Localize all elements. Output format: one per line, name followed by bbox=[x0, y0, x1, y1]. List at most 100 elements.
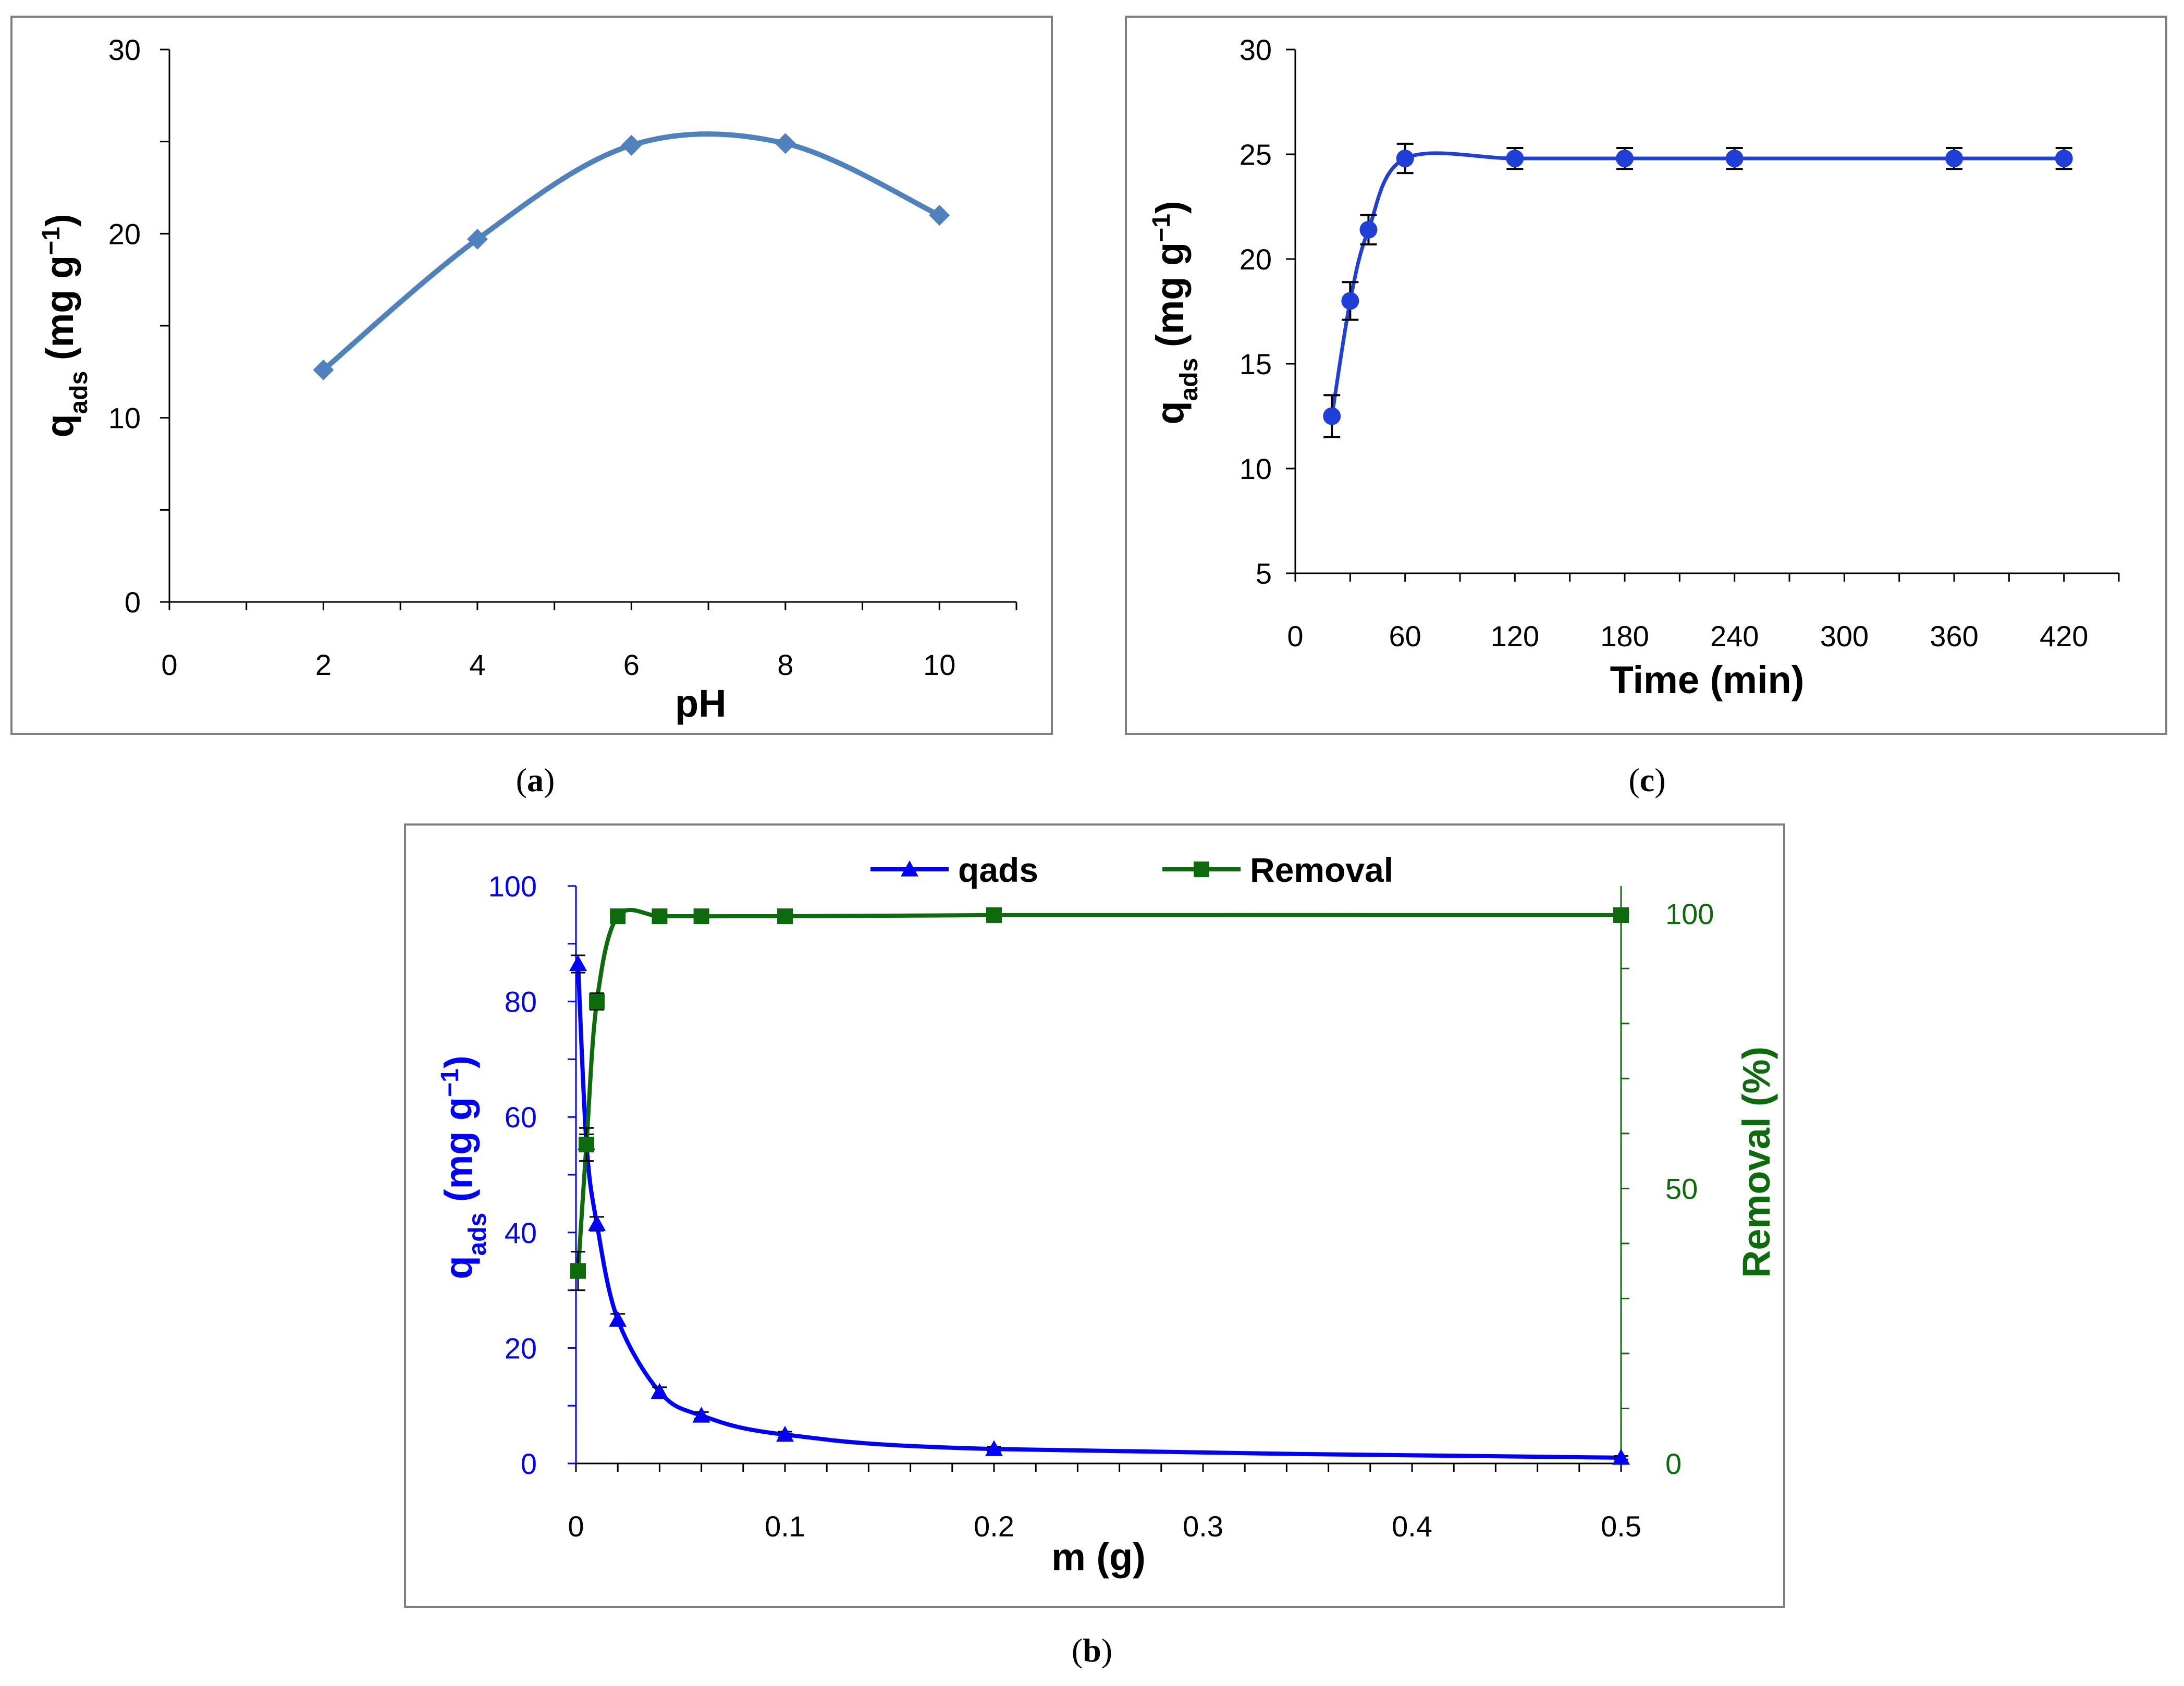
c-x-tick-label: 360 bbox=[1930, 620, 1978, 653]
b-legend-marker-removal bbox=[1194, 862, 1209, 877]
a-data-point bbox=[313, 359, 334, 380]
c-data-point bbox=[1506, 150, 1524, 168]
b-x-tick-label: 0.2 bbox=[974, 1510, 1014, 1543]
b-y2-tick-label: 100 bbox=[1665, 897, 1714, 930]
b-x-axis-title: m (g) bbox=[1051, 1535, 1146, 1579]
c-data-point bbox=[2055, 150, 2073, 168]
b-y2-tick-label: 50 bbox=[1665, 1172, 1698, 1205]
a-y-title-sup: −1 bbox=[38, 227, 65, 255]
c-y-axis-title: qads (mg g−1) bbox=[1148, 201, 1203, 424]
b-x-tick-label: 0.4 bbox=[1392, 1510, 1432, 1543]
panel-b-frame bbox=[404, 823, 1785, 1608]
c-x-tick-label: 0 bbox=[1287, 620, 1303, 653]
b-series-line-qads bbox=[576, 964, 1622, 1460]
c-x-tick-label: 60 bbox=[1389, 620, 1421, 653]
c-y-title-sup: −1 bbox=[1148, 214, 1175, 242]
a-x-tick-label: 0 bbox=[161, 648, 177, 681]
a-series-line bbox=[321, 131, 942, 373]
c-y-title-unit: (mg g bbox=[1148, 242, 1192, 358]
c-x-tick-label: 420 bbox=[2040, 620, 2088, 653]
b-legend: qads Removal bbox=[870, 851, 1393, 889]
c-x-tick-label: 180 bbox=[1600, 620, 1649, 653]
chart-b: 0 20 40 60 80 100 0 50 100 0 0.1 0.2 0.3 0.4 0.5 m (g) q… bbox=[436, 851, 1778, 1579]
c-x-tick-label: 240 bbox=[1710, 620, 1759, 653]
b-y2-axis-title: Removal (%) bbox=[1735, 1047, 1778, 1278]
b-y-tick-label: 60 bbox=[505, 1101, 537, 1134]
c-data-point bbox=[1396, 150, 1414, 168]
b-data-point-removal bbox=[579, 1136, 595, 1152]
b-y-tick-label: 0 bbox=[521, 1447, 537, 1480]
a-x-axis-title: pH bbox=[675, 682, 727, 725]
b-y-title-close: ) bbox=[437, 1055, 480, 1068]
c-x-tick-label: 300 bbox=[1820, 620, 1869, 653]
b-y-title-main: q bbox=[437, 1256, 480, 1279]
c-y-tick-label: 10 bbox=[1240, 452, 1272, 485]
b-legend-marker-qads bbox=[901, 860, 918, 877]
b-legend-label-removal: Removal bbox=[1250, 851, 1393, 889]
a-y-tick-label: 0 bbox=[125, 586, 141, 619]
c-data-point bbox=[1341, 292, 1359, 310]
caption-b: (b) bbox=[1071, 1632, 1113, 1669]
b-data-point-qads bbox=[985, 1440, 1003, 1456]
c-y-tick-label: 20 bbox=[1240, 243, 1272, 276]
a-y-title-unit: (mg g bbox=[38, 255, 81, 371]
a-y-title-main: q bbox=[38, 414, 81, 437]
a-x-tick-label: 4 bbox=[469, 648, 485, 681]
b-data-point-qads bbox=[588, 1215, 606, 1231]
b-data-point-removal bbox=[986, 907, 1002, 923]
a-data-point bbox=[467, 228, 488, 250]
c-x-axis-title: Time (min) bbox=[1610, 658, 1805, 702]
b-x-tick-label: 0.5 bbox=[1601, 1510, 1641, 1543]
b-data-point-removal bbox=[652, 908, 668, 925]
b-data-point-qads bbox=[651, 1383, 669, 1399]
c-y-title-close: ) bbox=[1148, 201, 1192, 214]
chart-a: 0 10 20 30 0 2 4 6 8 10 pH qads (mg g−1) bbox=[38, 33, 1017, 725]
b-series-line-removal bbox=[576, 907, 1622, 1271]
b-y-title-sup: −1 bbox=[436, 1068, 464, 1097]
caption-c: (c) bbox=[1628, 761, 1666, 798]
c-data-point bbox=[1323, 407, 1341, 425]
a-y-tick-label: 20 bbox=[108, 217, 141, 250]
b-data-point-removal bbox=[777, 908, 793, 925]
a-data-point bbox=[775, 133, 796, 154]
c-data-point bbox=[1616, 150, 1634, 168]
c-y-title-sub: ads bbox=[1175, 358, 1203, 401]
b-y-tick-label: 20 bbox=[505, 1332, 537, 1364]
b-y-tick-label: 40 bbox=[505, 1216, 537, 1249]
c-x-tick-label: 120 bbox=[1491, 620, 1539, 653]
a-y-axis-title: qads (mg g−1) bbox=[38, 214, 93, 437]
c-data-point bbox=[1359, 220, 1378, 239]
b-data-point-qads bbox=[692, 1407, 710, 1423]
b-data-point-removal bbox=[589, 993, 605, 1010]
b-y-tick-label: 80 bbox=[505, 986, 537, 1018]
c-data-point bbox=[1725, 150, 1744, 168]
a-x-tick-label: 2 bbox=[315, 648, 332, 681]
c-y-tick-label: 5 bbox=[1256, 557, 1272, 590]
b-data-point-qads bbox=[1612, 1448, 1630, 1465]
b-y2-tick-label: 0 bbox=[1665, 1447, 1682, 1480]
c-data-point bbox=[1945, 150, 1963, 168]
c-series-line bbox=[1330, 151, 2064, 417]
b-x-tick-label: 0 bbox=[568, 1510, 584, 1543]
b-data-point-removal bbox=[693, 908, 709, 925]
panel-a-frame bbox=[10, 16, 1053, 735]
a-y-tick-label: 30 bbox=[108, 33, 141, 66]
b-data-point-qads bbox=[609, 1311, 627, 1327]
a-y-title-close: ) bbox=[38, 214, 81, 227]
b-x-tick-label: 0.3 bbox=[1183, 1510, 1223, 1543]
panel-c-frame bbox=[1125, 16, 2167, 735]
b-y-title-unit: (mg g bbox=[437, 1097, 480, 1213]
b-y-title-sub: ads bbox=[464, 1213, 492, 1256]
c-y-tick-label: 25 bbox=[1240, 138, 1272, 171]
b-data-point-removal bbox=[610, 908, 626, 925]
a-x-tick-label: 6 bbox=[623, 648, 640, 681]
a-y-tick-label: 10 bbox=[108, 402, 141, 435]
a-x-tick-label: 10 bbox=[923, 648, 955, 681]
b-x-tick-label: 0.1 bbox=[765, 1510, 805, 1543]
b-legend-label-qads: qads bbox=[958, 851, 1038, 889]
a-data-point bbox=[621, 134, 642, 156]
b-y-axis-title: qads (mg g−1) bbox=[436, 1055, 492, 1279]
caption-a: (a) bbox=[516, 761, 555, 798]
